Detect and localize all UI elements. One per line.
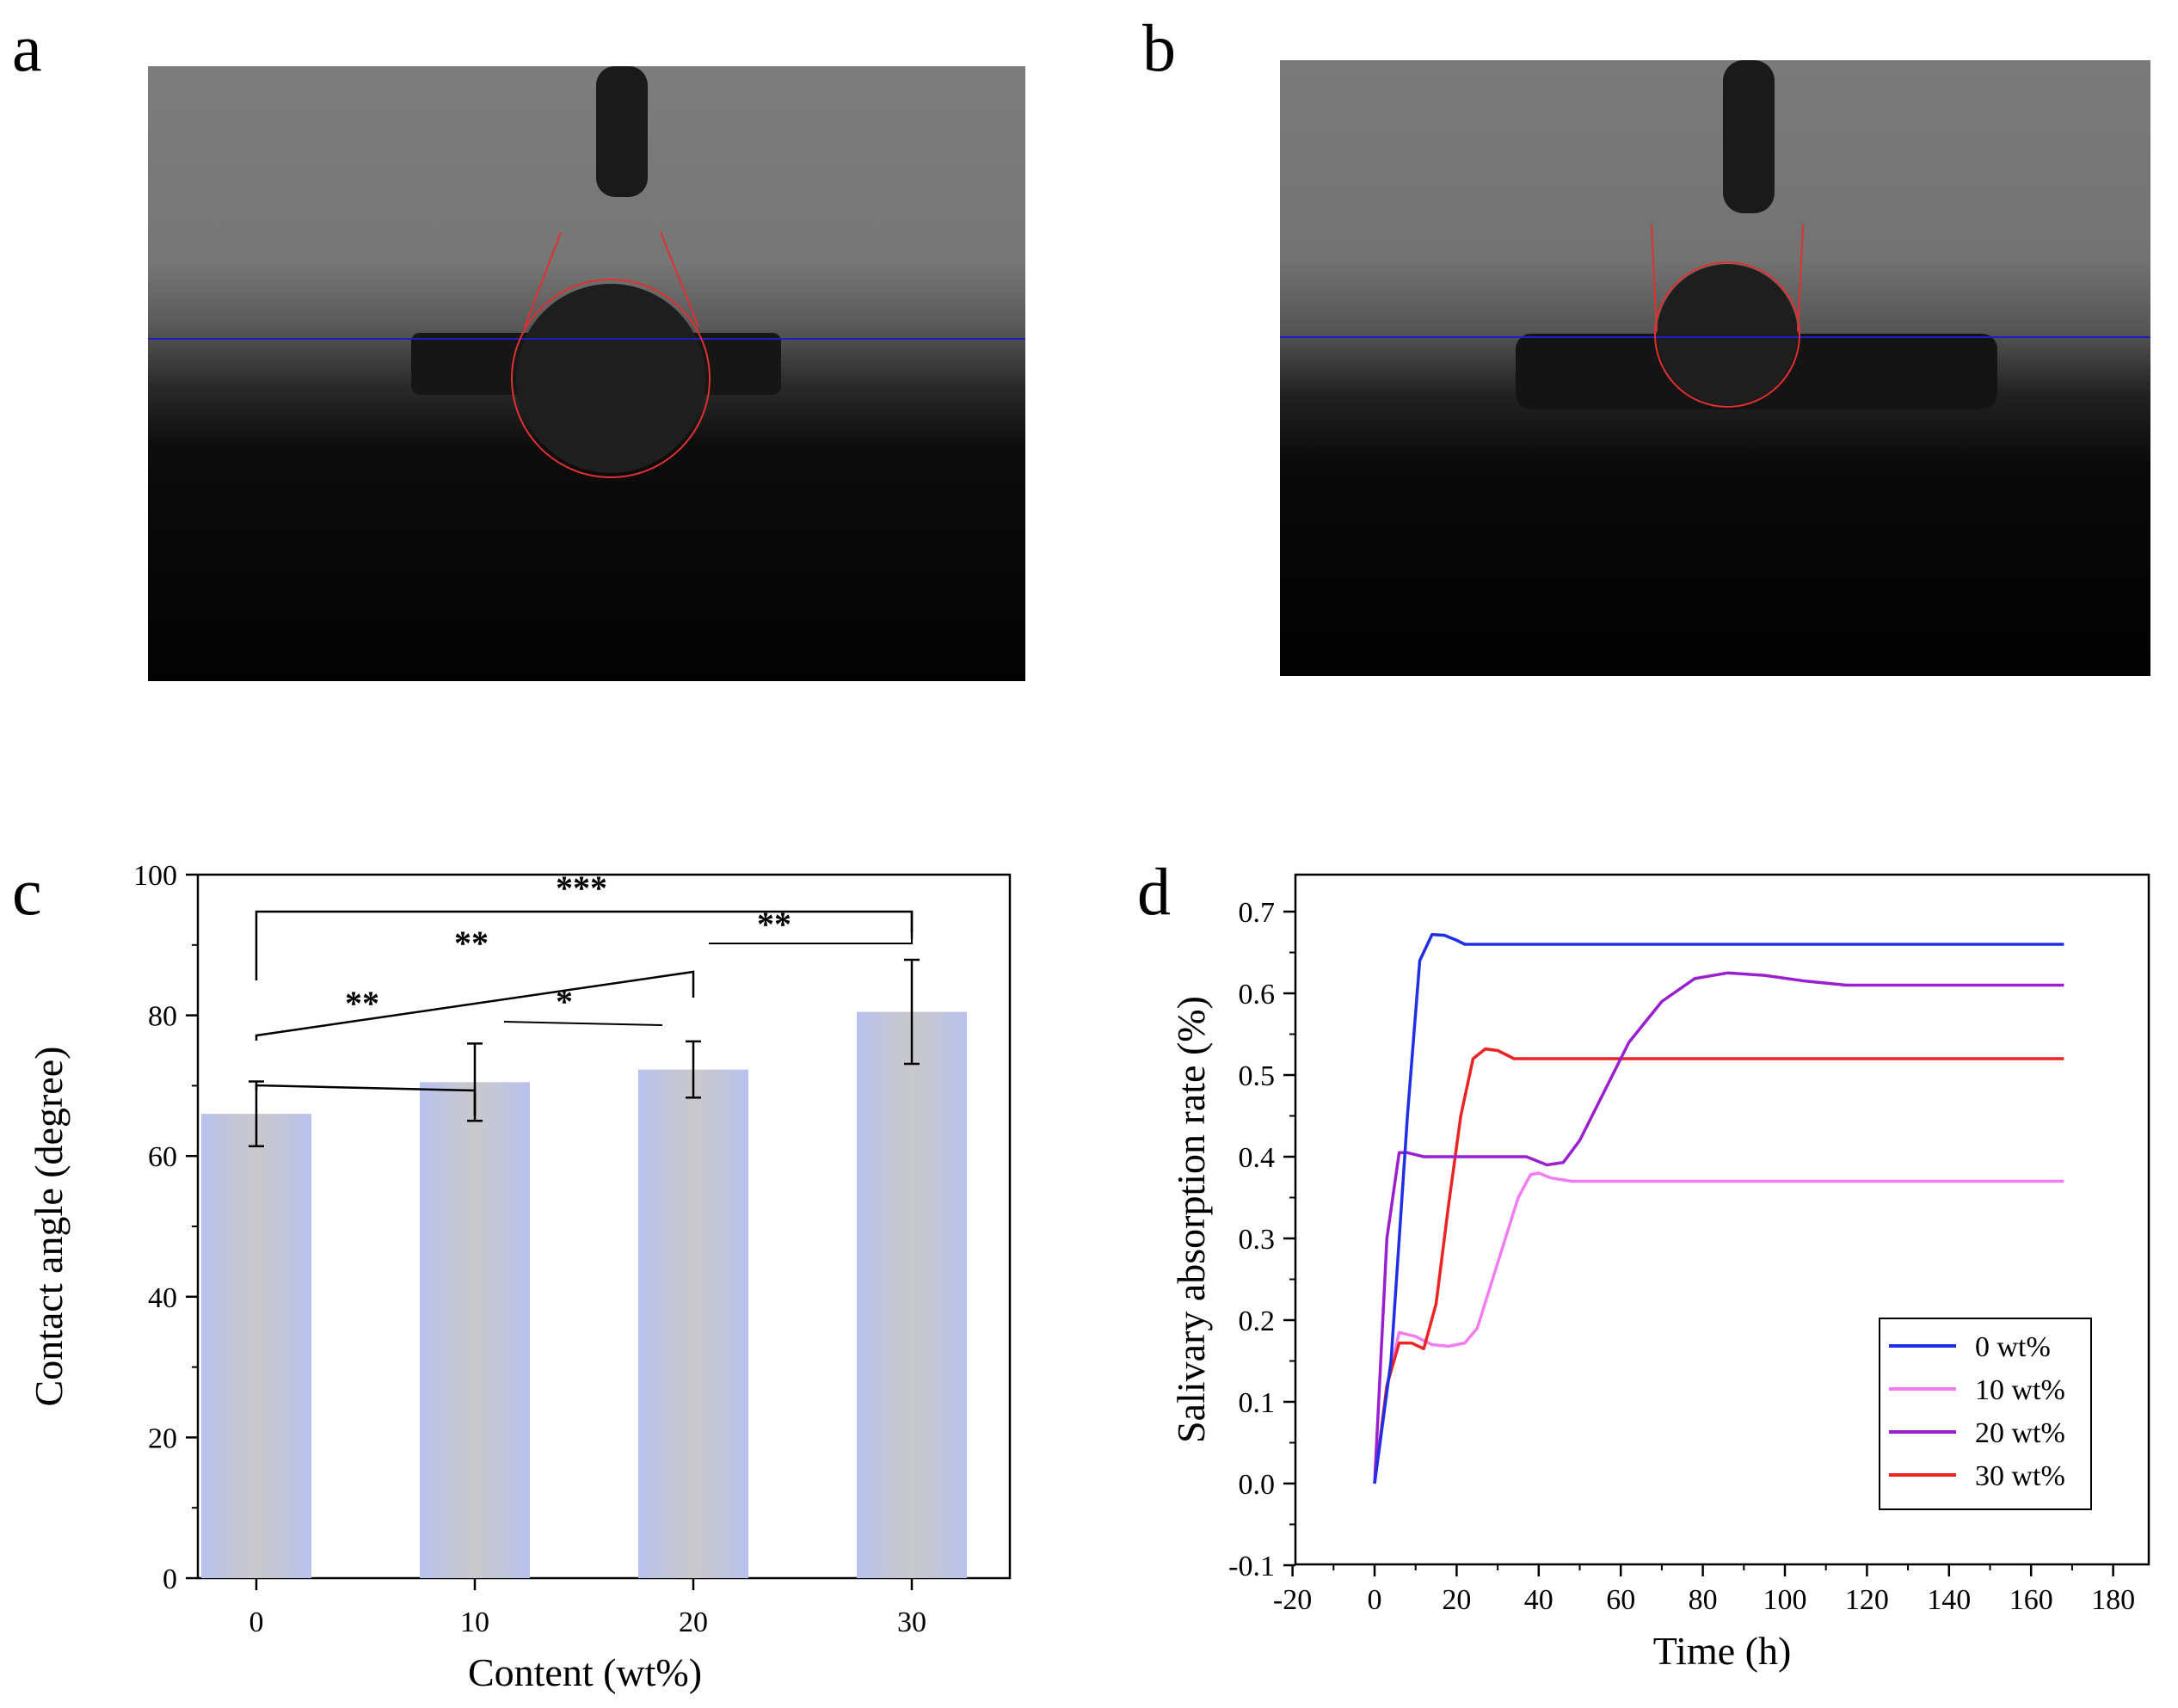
- y-tick-label: 40: [148, 1282, 177, 1314]
- bars-c: 0 10 20 30: [201, 958, 967, 1638]
- x-axis-title-c: Content (wt%): [468, 1650, 702, 1694]
- x-axis-title-d: Time (h): [1653, 1629, 1792, 1673]
- x-tick-label: 160: [2009, 1584, 2053, 1616]
- y-tick-label: 0.3: [1239, 1224, 1276, 1256]
- x-tick-label: 0: [249, 1607, 264, 1638]
- y-tick-label: 0.4: [1239, 1142, 1276, 1174]
- y-tick-label: 80: [148, 1001, 177, 1033]
- x-tick-label: 30: [897, 1607, 926, 1638]
- y-tick-label: 60: [148, 1141, 177, 1173]
- y-axis-title-d: Salivary absorption rate (%): [1169, 996, 1213, 1443]
- panel-label-c: c: [12, 854, 42, 929]
- y-tick-label: 0.2: [1239, 1306, 1276, 1337]
- plot-frame-d: [1294, 873, 2150, 1566]
- x-tick-label: 180: [2091, 1584, 2135, 1616]
- bar: [420, 1082, 530, 1578]
- legend-label: 20 wt%: [1975, 1417, 2065, 1449]
- salivary-absorption-line-chart: -20 0 20 40 60 80 100 120 140 160 180 -0.1 0.0 0.1 0.2…: [1169, 873, 2150, 1673]
- x-tick-label: -20: [1273, 1584, 1312, 1616]
- droplet-fit-circle: [1654, 261, 1800, 408]
- x-tick-label: 140: [1927, 1584, 1971, 1616]
- y-tick-label: 100: [133, 860, 177, 892]
- x-tick-label: 10: [460, 1607, 489, 1638]
- series-line-30wt: [1373, 1047, 2064, 1484]
- legend-label: 0 wt%: [1975, 1331, 2051, 1363]
- bracket-20-30: [709, 913, 913, 944]
- droplet: [516, 284, 705, 473]
- y-tick-label: 0: [163, 1564, 177, 1595]
- bracket-0-30: [255, 910, 914, 980]
- axes-d: -20 0 20 40 60 80 100 120 140 160 180 -0.1 0.0 0.1 0.2…: [1228, 897, 2135, 1616]
- significance-brackets: ** *** *****: [255, 869, 914, 1116]
- bar: [201, 1114, 311, 1578]
- bracket-0-20: [255, 970, 695, 1041]
- droplet-photo-b: [1280, 60, 2150, 676]
- dispensing-needle: [596, 66, 648, 197]
- droplet: [1657, 264, 1798, 405]
- tangent-line-left: [1651, 224, 1658, 332]
- legend-box: [1879, 1318, 2092, 1510]
- significance-label: **: [345, 984, 379, 1023]
- x-tick-label: 0: [1368, 1584, 1382, 1616]
- panel-label-b: b: [1142, 10, 1176, 85]
- x-tick-label: 20: [1442, 1584, 1471, 1616]
- significance-label: **: [454, 924, 489, 962]
- x-tick-label: 100: [1763, 1584, 1807, 1616]
- x-tick-label: 120: [1845, 1584, 1889, 1616]
- droplet-photo-a: [148, 66, 1025, 681]
- y-tick-label: 0.1: [1239, 1387, 1276, 1419]
- x-tick-label: 40: [1524, 1584, 1554, 1616]
- tangent-line-right: [1797, 224, 1804, 332]
- legend-d: 0 wt% 10 wt% 20 wt% 30 wt%: [1879, 1318, 2092, 1510]
- droplet-fit-circle: [511, 279, 711, 478]
- y-tick-label: 0.0: [1239, 1469, 1276, 1501]
- tangent-line-left: [524, 231, 562, 328]
- y-tick-label: -0.1: [1228, 1551, 1275, 1582]
- panel-label-a: a: [12, 10, 42, 85]
- panel-label-d: d: [1137, 854, 1171, 929]
- series-line-0wt: [1373, 932, 2064, 1484]
- series-line-10wt: [1373, 1171, 2064, 1484]
- x-tick-label: 60: [1606, 1584, 1635, 1616]
- bracket-0-10: [255, 1084, 477, 1116]
- y-tick-label: 0.6: [1239, 979, 1276, 1011]
- bracket-10-20: [503, 1021, 663, 1026]
- y-tick-label: 0.5: [1239, 1060, 1276, 1092]
- series-line-20wt: [1373, 971, 2064, 1484]
- legend-label: 30 wt%: [1975, 1460, 2065, 1492]
- dispensing-needle: [1723, 60, 1775, 213]
- series-lines-d: [1373, 932, 2064, 1484]
- x-tick-label: 80: [1689, 1584, 1718, 1616]
- legend-label: 10 wt%: [1975, 1374, 2065, 1406]
- tangent-line-right: [660, 231, 699, 328]
- bar: [638, 1069, 748, 1578]
- significance-label: ***: [556, 869, 607, 907]
- y-axis-title-c: Contact angle (degree): [27, 1047, 71, 1407]
- x-tick-label: 20: [679, 1607, 708, 1638]
- significance-label: *: [556, 982, 573, 1021]
- y-axis-c: 0 20 40 60 80 100: [133, 860, 198, 1595]
- y-tick-label: 20: [148, 1422, 177, 1454]
- y-tick-label: 0.7: [1239, 897, 1276, 929]
- bar: [857, 1011, 967, 1578]
